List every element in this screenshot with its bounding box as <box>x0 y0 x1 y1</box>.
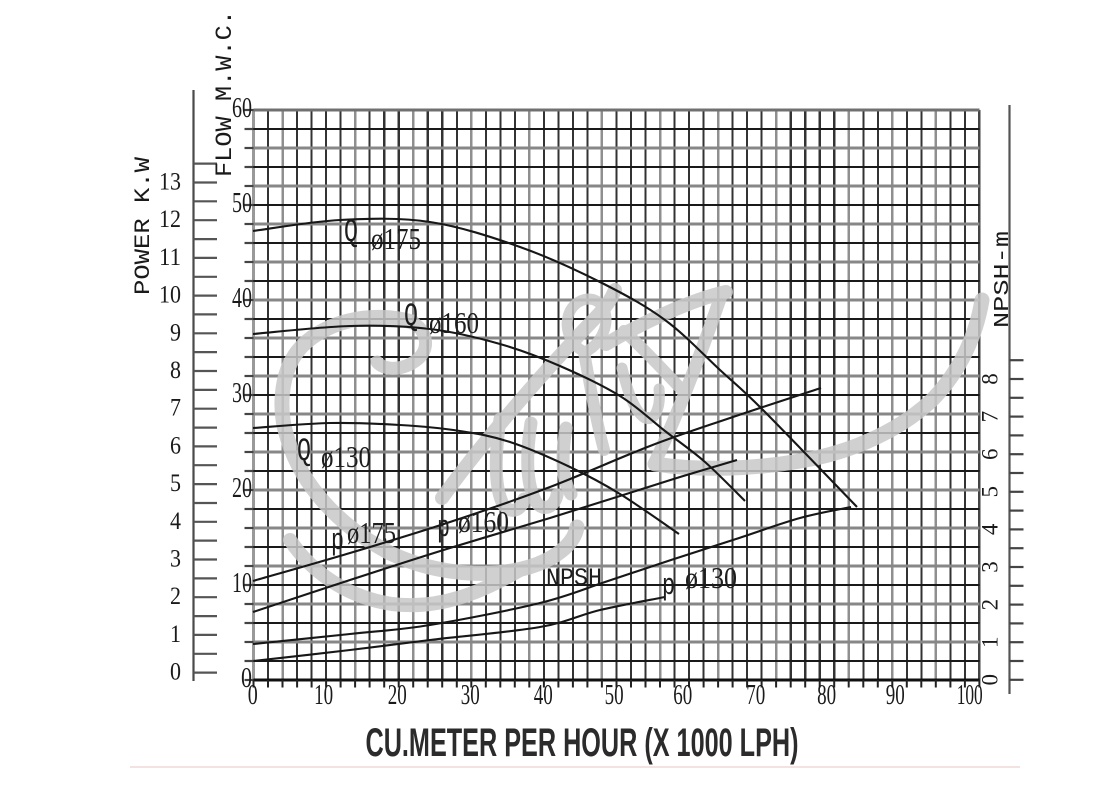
svg-text:13: 13 <box>159 169 181 196</box>
svg-text:9: 9 <box>170 319 181 346</box>
svg-text:50: 50 <box>232 188 252 219</box>
svg-text:p: p <box>662 569 675 604</box>
svg-text:1: 1 <box>978 636 1003 648</box>
svg-text:80: 80 <box>817 680 836 711</box>
svg-text:10: 10 <box>159 282 181 309</box>
svg-text:5: 5 <box>978 486 1003 498</box>
svg-text:10: 10 <box>232 568 252 599</box>
svg-text:CU.METER PER HOUR (X 1000 LPH): CU.METER PER HOUR (X 1000 LPH) <box>366 721 799 765</box>
svg-text:0: 0 <box>241 663 252 694</box>
svg-text:60: 60 <box>673 680 692 711</box>
svg-text:5: 5 <box>170 470 181 497</box>
svg-text:Q: Q <box>404 298 418 335</box>
svg-text:NPSH-m: NPSH-m <box>992 231 1015 328</box>
svg-text:4: 4 <box>978 523 1003 535</box>
svg-text:2: 2 <box>978 599 1003 611</box>
svg-text:40: 40 <box>534 680 553 711</box>
svg-text:30: 30 <box>232 378 252 409</box>
svg-text:p: p <box>437 511 450 546</box>
svg-text:ø175: ø175 <box>371 221 421 256</box>
svg-text:30: 30 <box>461 680 480 711</box>
svg-text:ø160: ø160 <box>429 305 479 340</box>
svg-text:50: 50 <box>605 680 624 711</box>
svg-text:6: 6 <box>978 448 1003 460</box>
svg-text:12: 12 <box>159 206 181 233</box>
svg-text:7: 7 <box>170 395 181 422</box>
svg-text:Q: Q <box>344 214 358 251</box>
svg-text:90: 90 <box>886 680 905 711</box>
svg-text:20: 20 <box>232 473 252 504</box>
svg-text:FLOW M.W.C.: FLOW M.W.C. <box>212 10 238 177</box>
svg-text:POWER K.W: POWER K.W <box>131 156 156 295</box>
svg-text:ø175: ø175 <box>347 515 396 550</box>
svg-text:NPSH: NPSH <box>546 564 602 593</box>
svg-text:0: 0 <box>978 674 1003 686</box>
svg-text:ø130: ø130 <box>685 560 737 595</box>
svg-text:ø130: ø130 <box>321 439 371 474</box>
svg-text:100: 100 <box>957 680 983 711</box>
svg-text:ø160: ø160 <box>458 504 509 539</box>
svg-text:7: 7 <box>978 411 1003 423</box>
svg-text:0: 0 <box>248 680 258 711</box>
svg-text:60: 60 <box>232 93 252 124</box>
svg-text:70: 70 <box>746 680 765 711</box>
svg-text:3: 3 <box>978 561 1003 573</box>
svg-text:2: 2 <box>170 583 181 610</box>
svg-text:1: 1 <box>170 621 181 648</box>
svg-text:40: 40 <box>232 283 252 314</box>
svg-text:0: 0 <box>170 659 181 686</box>
svg-text:3: 3 <box>170 546 181 573</box>
svg-text:8: 8 <box>978 373 1003 385</box>
svg-text:11: 11 <box>159 244 181 271</box>
svg-text:4: 4 <box>170 508 181 535</box>
svg-text:p: p <box>331 524 344 559</box>
svg-text:20: 20 <box>388 680 407 711</box>
svg-text:8: 8 <box>170 357 181 384</box>
svg-text:6: 6 <box>170 432 181 459</box>
svg-text:10: 10 <box>314 680 333 711</box>
svg-text:Q: Q <box>297 433 311 470</box>
